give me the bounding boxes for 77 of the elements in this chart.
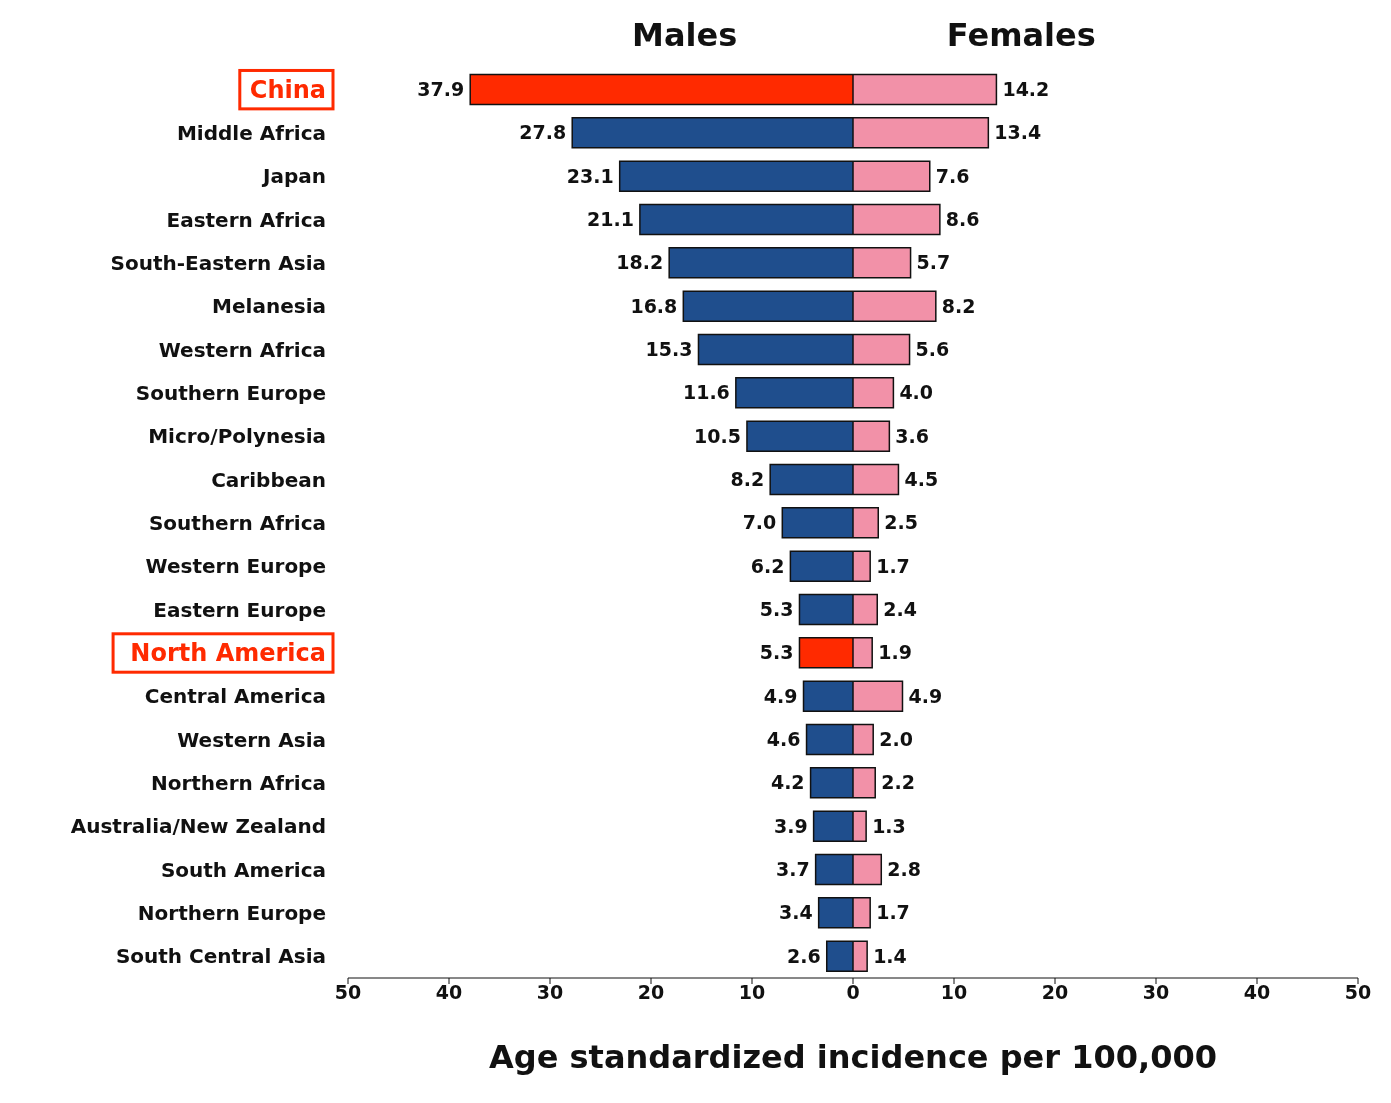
data-label: 23.1 xyxy=(566,164,614,187)
y-tick-label: Central America xyxy=(144,684,326,709)
y-tick-label: Eastern Europe xyxy=(153,597,326,622)
data-label: 5.3 xyxy=(759,598,794,621)
series-label: Males xyxy=(631,16,739,54)
data-label: 21.1 xyxy=(587,208,634,231)
data-label: 1.7 xyxy=(876,901,910,924)
y-tick-label: Eastern Africa xyxy=(166,207,326,232)
x-tick-label: 50 xyxy=(334,981,362,1004)
x-tick-label: 10 xyxy=(738,981,766,1004)
data-label: 4.9 xyxy=(763,684,798,707)
data-label: 8.2 xyxy=(730,468,765,491)
data-label: 1.3 xyxy=(872,814,906,837)
data-label: 37.9 xyxy=(417,78,465,101)
data-label: 1.7 xyxy=(876,554,910,577)
data-label: 2.2 xyxy=(881,771,915,794)
y-tick-label: Australia/New Zealand xyxy=(70,814,326,839)
data-label: 11.6 xyxy=(682,381,730,404)
y-tick-label: Japan xyxy=(261,164,326,189)
data-label: 4.0 xyxy=(899,381,934,404)
data-label: 2.8 xyxy=(887,858,921,881)
x-tick-label: 30 xyxy=(536,981,564,1004)
data-label: 18.2 xyxy=(616,251,664,274)
y-tick-label: Southern Africa xyxy=(148,511,326,535)
data-label: 15.3 xyxy=(645,338,693,361)
data-label: 10.5 xyxy=(694,424,741,447)
y-tick-label: South-Eastern Asia xyxy=(110,251,326,275)
data-label: 2.4 xyxy=(883,598,917,621)
data-label: 3.9 xyxy=(773,814,808,837)
data-label: 5.3 xyxy=(759,641,794,664)
data-label: 7.6 xyxy=(935,164,970,187)
y-tick-label: Western Africa xyxy=(158,337,326,362)
data-label: 1.9 xyxy=(878,641,912,664)
x-tick-label: 20 xyxy=(637,981,665,1004)
y-tick-label: South Central Asia xyxy=(115,944,326,969)
y-tick-label: Middle Africa xyxy=(176,121,326,145)
y-tick-label: South America xyxy=(160,857,326,882)
series-label: Females xyxy=(945,16,1097,54)
y-tick-label: Southern Europe xyxy=(135,381,326,405)
x-tick-label: 10 xyxy=(940,981,968,1004)
x-tick-label: 0 xyxy=(846,981,860,1004)
data-label: 4.2 xyxy=(770,771,805,794)
x-tick-label: 40 xyxy=(1243,981,1271,1004)
x-tick-label: 40 xyxy=(435,981,463,1004)
x-tick-label: 50 xyxy=(1344,981,1372,1004)
x-axis-title: Age standardized incidence per 100,000 xyxy=(488,1038,1218,1076)
data-label: 5.7 xyxy=(916,251,951,274)
y-tick-label: China xyxy=(249,76,326,105)
y-tick-label: Melanesia xyxy=(212,294,326,319)
y-tick-label: Micro/Polynesia xyxy=(148,424,326,449)
data-label: 4.9 xyxy=(908,684,943,707)
data-label: 4.6 xyxy=(766,728,801,751)
y-tick-label: North America xyxy=(130,639,326,668)
data-label: 2.5 xyxy=(884,511,918,534)
y-tick-label: Northern Europe xyxy=(137,901,326,925)
data-label: 16.8 xyxy=(630,294,678,317)
y-tick-label: Caribbean xyxy=(211,467,326,492)
data-label: 2.6 xyxy=(787,944,821,967)
data-label: 4.5 xyxy=(904,468,939,491)
data-label: 6.2 xyxy=(750,554,785,577)
data-label: 14.2 xyxy=(1002,78,1050,101)
y-tick-label: Western Europe xyxy=(145,554,326,579)
y-tick-label: Northern Africa xyxy=(150,771,326,795)
data-label: 5.6 xyxy=(915,338,950,361)
data-label: 8.6 xyxy=(945,208,980,231)
x-tick-label: 20 xyxy=(1041,981,1069,1004)
data-label: 3.6 xyxy=(895,424,930,447)
data-label: 2.0 xyxy=(879,728,913,751)
data-label: 13.4 xyxy=(994,121,1042,144)
data-label: 8.2 xyxy=(941,294,976,317)
data-label: 1.4 xyxy=(873,944,907,967)
data-label: 7.0 xyxy=(742,511,777,534)
x-tick-label: 30 xyxy=(1142,981,1170,1004)
data-label: 27.8 xyxy=(519,121,567,144)
y-tick-label: Western Asia xyxy=(177,727,326,752)
data-label: 3.7 xyxy=(775,858,810,881)
data-label: 3.4 xyxy=(778,901,813,924)
